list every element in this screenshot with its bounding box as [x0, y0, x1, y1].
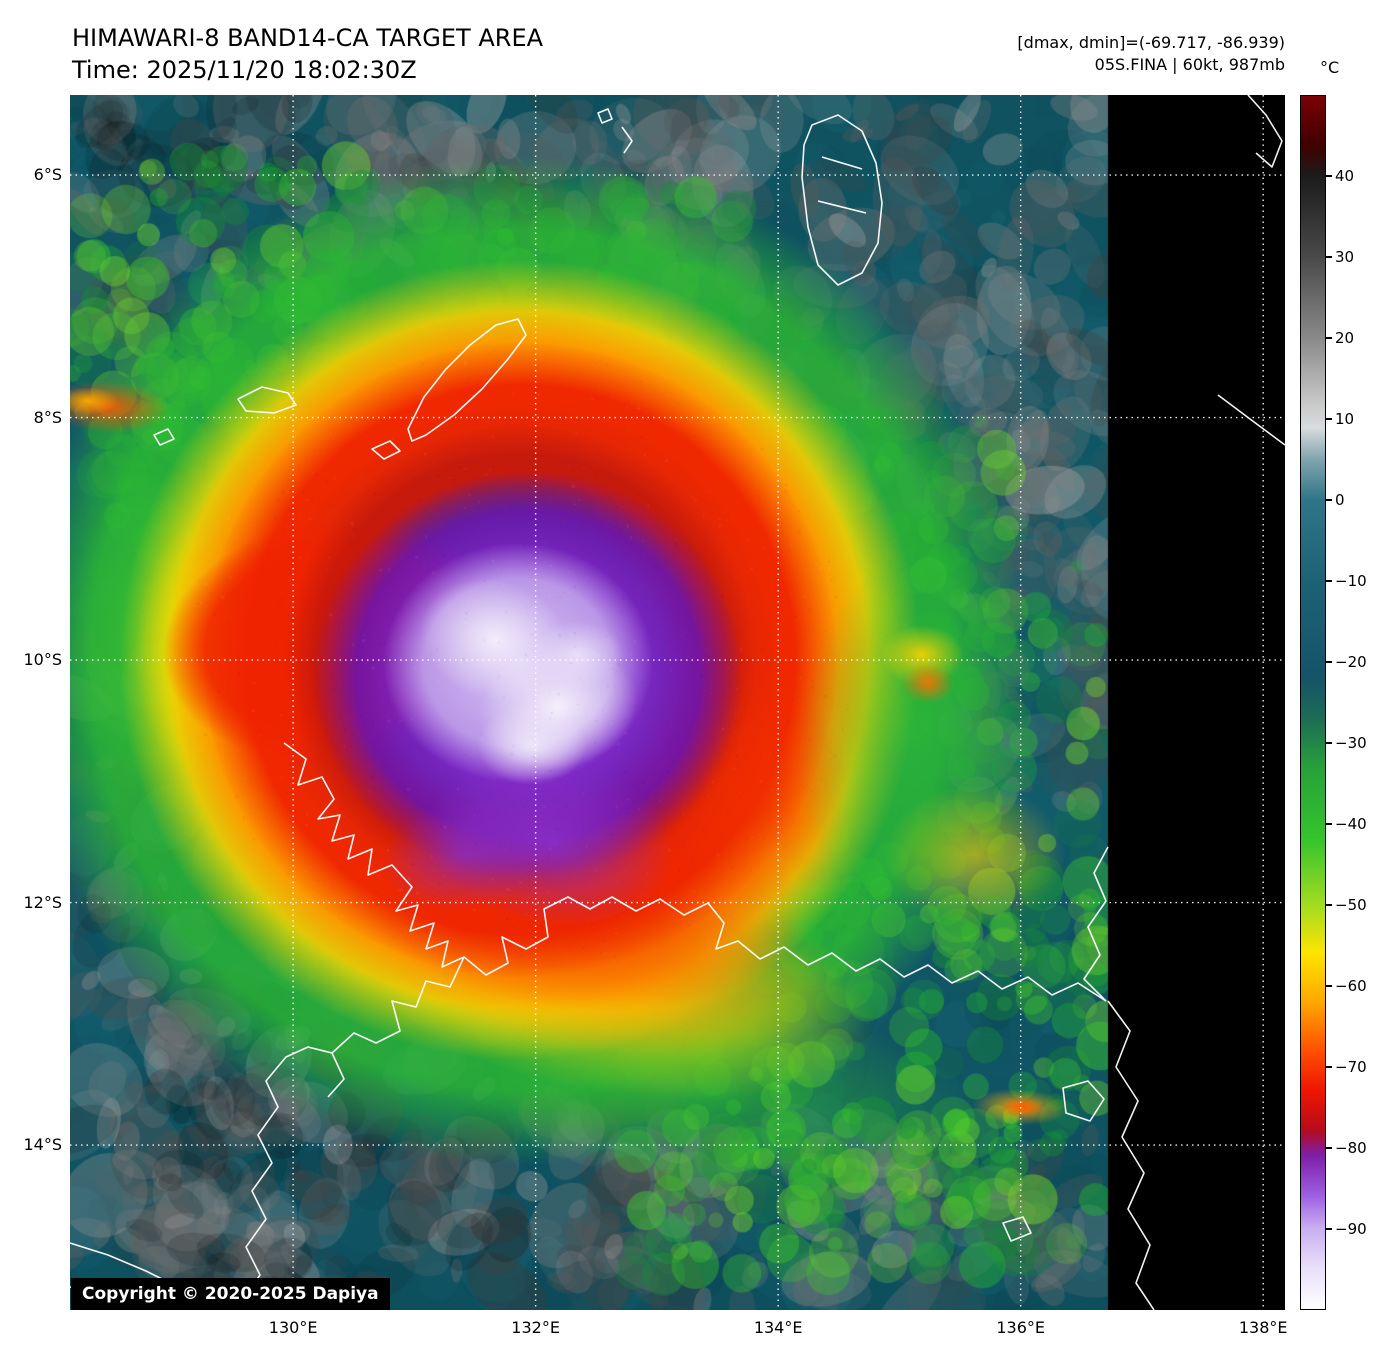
colorbar-tick-mark [1326, 661, 1332, 663]
colorbar-tick-label: 40 [1335, 167, 1355, 185]
colorbar-tick-mark [1326, 1228, 1332, 1230]
satellite-image-canvas [70, 95, 1285, 1310]
colorbar [1300, 95, 1326, 1310]
colorbar-tick-mark [1326, 1066, 1332, 1068]
lat-tick-label: 8°S [33, 407, 62, 427]
lon-tick-label: 138°E [1238, 1318, 1288, 1337]
colorbar-tick-mark [1326, 1147, 1332, 1149]
lon-tick-label: 132°E [511, 1318, 560, 1337]
storm-info: 05S.FINA | 60kt, 987mb [1094, 55, 1285, 74]
lat-tick-label: 6°S [33, 165, 62, 185]
colorbar-tick-label: −50 [1335, 896, 1367, 914]
colorbar-tick-label: −80 [1335, 1139, 1367, 1157]
timestamp: Time: 2025/11/20 18:02:30Z [72, 56, 417, 84]
colorbar-tick-label: −40 [1335, 815, 1367, 833]
colorbar-tick-mark [1326, 904, 1332, 906]
colorbar-tick-mark [1326, 175, 1332, 177]
colorbar-tick-mark [1326, 418, 1332, 420]
colorbar-unit-label: °C [1320, 58, 1340, 77]
colorbar-tick-mark [1326, 499, 1332, 501]
colorbar-tick-mark [1326, 985, 1332, 987]
colorbar-tick-label: −20 [1335, 653, 1367, 671]
colorbar-tick-mark [1326, 580, 1332, 582]
colorbar-tick-label: −30 [1335, 734, 1367, 752]
lat-tick-label: 12°S [23, 892, 62, 912]
colorbar-tick-label: 30 [1335, 248, 1355, 266]
colorbar-tick-label: 0 [1335, 491, 1345, 509]
lon-tick-label: 134°E [753, 1318, 803, 1337]
lat-tick-label: 14°S [23, 1135, 62, 1155]
page-title: HIMAWARI-8 BAND14-CA TARGET AREA [72, 24, 544, 52]
lon-tick-label: 130°E [268, 1318, 318, 1337]
copyright-badge: Copyright © 2020-2025 Dapiya [71, 1278, 390, 1310]
colorbar-tick-label: −90 [1335, 1220, 1367, 1238]
colorbar-tick-label: −10 [1335, 572, 1367, 590]
dmax-dmin-annotation: [dmax, dmin]=(-69.717, -86.939) [1017, 33, 1285, 52]
colorbar-tick-label: −70 [1335, 1058, 1367, 1076]
colorbar-tick-mark [1326, 823, 1332, 825]
colorbar-tick-label: 10 [1335, 410, 1355, 428]
map-plot-area [70, 95, 1285, 1310]
colorbar-tick-mark [1326, 742, 1332, 744]
colorbar-tick-mark [1326, 256, 1332, 258]
lat-tick-label: 10°S [23, 650, 62, 670]
colorbar-tick-label: 20 [1335, 329, 1355, 347]
colorbar-tick-label: −60 [1335, 977, 1367, 995]
lon-tick-label: 136°E [996, 1318, 1045, 1337]
colorbar-tick-mark [1326, 337, 1332, 339]
